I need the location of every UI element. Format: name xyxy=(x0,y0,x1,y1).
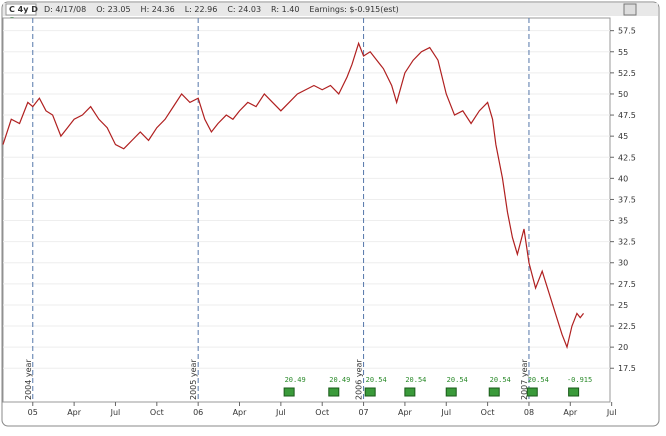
x-tick-label: Jul xyxy=(110,408,121,417)
earnings-marker xyxy=(488,387,500,397)
x-tick-label: Apr xyxy=(398,408,413,417)
y-tick-label: 42.5 xyxy=(618,153,636,162)
header-field: O: 23.05 xyxy=(96,5,130,14)
earnings-marker xyxy=(445,387,457,397)
x-tick-label: Oct xyxy=(150,408,164,417)
header-field: Earnings: $-0.915(est) xyxy=(309,5,398,14)
earnings-label: 20.54 xyxy=(366,376,387,384)
x-tick-label: Jul xyxy=(440,408,451,417)
header-bar xyxy=(3,3,658,16)
symbol-box xyxy=(5,3,37,16)
earnings-marker xyxy=(404,387,416,397)
year-label: 2004 year xyxy=(24,359,33,400)
earnings-marker xyxy=(283,387,295,397)
x-tick-label: 07 xyxy=(358,408,368,417)
plot-area xyxy=(2,17,611,403)
x-tick-label: 05 xyxy=(28,408,38,417)
header-field: R: 1.40 xyxy=(271,5,299,14)
y-tick-label: 50 xyxy=(618,90,628,99)
x-tick-label: Apr xyxy=(563,408,578,417)
earnings-label: -0.915 xyxy=(567,376,592,384)
y-tick-label: 35 xyxy=(618,217,628,226)
earnings-marker xyxy=(364,387,376,397)
y-tick-label: 25 xyxy=(618,301,628,310)
y-tick-label: 22.5 xyxy=(618,322,636,331)
x-tick-label: Apr xyxy=(233,408,248,417)
y-tick-label: 17.5 xyxy=(618,364,636,373)
header-field: H: 24.36 xyxy=(141,5,175,14)
y-tick-label: 30 xyxy=(618,259,628,268)
earnings-label: 20.54 xyxy=(447,376,468,384)
y-tick-label: 55 xyxy=(618,48,628,57)
earnings-marker xyxy=(526,387,538,397)
header-fields: D: 4/17/08 O: 23.05 H: 24.36 L: 22.96 C: 24.… xyxy=(44,5,399,14)
earnings-label: 20.49 xyxy=(329,376,350,384)
x-tick-label: Jul xyxy=(275,408,286,417)
header-icon[interactable] xyxy=(623,3,637,16)
year-label: 2007 year xyxy=(520,359,529,400)
x-tick-label: Jul xyxy=(606,408,617,417)
y-tick-label: 57.5 xyxy=(618,27,636,36)
earnings-label: 20.54 xyxy=(490,376,511,384)
x-tick-label: Oct xyxy=(315,408,329,417)
earnings-label: 20.54 xyxy=(528,376,549,384)
header-field: C: 24.03 xyxy=(227,5,261,14)
y-tick-label: 40 xyxy=(618,174,628,183)
earnings-label: 20.54 xyxy=(405,376,426,384)
x-tick-label: 06 xyxy=(193,408,203,417)
y-tick-label: 27.5 xyxy=(618,280,636,289)
y-tick-label: 32.5 xyxy=(618,238,636,247)
year-label: 2006 year xyxy=(355,359,364,400)
earnings-label: 20.49 xyxy=(285,376,306,384)
x-tick-label: Oct xyxy=(481,408,495,417)
header-field: D: 4/17/08 xyxy=(44,5,86,14)
x-tick-label: Apr xyxy=(67,408,82,417)
symbol: C 4y D xyxy=(9,5,38,14)
y-tick-label: 47.5 xyxy=(618,111,636,120)
y-tick-label: 20 xyxy=(618,343,628,352)
earnings-marker xyxy=(568,387,580,397)
y-tick-label: 45 xyxy=(618,132,628,141)
earnings-marker xyxy=(328,387,340,397)
x-tick-label: 08 xyxy=(524,408,534,417)
year-label: 2005 year xyxy=(189,359,198,400)
y-tick-label: 52.5 xyxy=(618,69,636,78)
header-field: L: 22.96 xyxy=(185,5,218,14)
price-line xyxy=(2,41,585,350)
y-tick-label: 37.5 xyxy=(618,195,636,204)
